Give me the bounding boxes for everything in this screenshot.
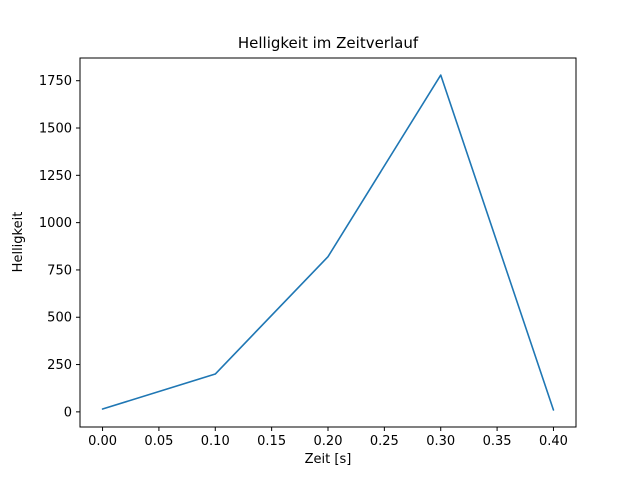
y-tick-label: 750 — [47, 263, 72, 278]
y-tick-label: 1250 — [39, 169, 72, 184]
x-tick-label: 0.35 — [483, 434, 512, 449]
y-tick-label: 1500 — [39, 122, 72, 137]
chart-title: Helligkeit im Zeitverlauf — [238, 34, 419, 52]
y-tick-label: 0 — [64, 405, 72, 420]
x-axis-label: Zeit [s] — [305, 452, 352, 467]
y-tick-label: 1750 — [39, 74, 72, 89]
y-tick-label: 1000 — [39, 216, 72, 231]
x-tick-label: 0.30 — [426, 434, 455, 449]
x-tick-label: 0.05 — [144, 434, 173, 449]
x-tick-label: 0.10 — [201, 434, 230, 449]
y-tick-label: 500 — [47, 311, 72, 326]
plot-area: 0.00 0.05 0.10 0.15 0.20 0.25 0.30 0.35 0.40 0 250… — [39, 57, 577, 449]
axes-box — [79, 57, 577, 428]
x-tick-label: 0.00 — [88, 434, 117, 449]
data-line-series — [101, 74, 555, 411]
y-tick-label: 250 — [47, 358, 72, 373]
x-tick-label: 0.40 — [539, 434, 568, 449]
x-tick-label: 0.15 — [257, 434, 286, 449]
x-tick-label: 0.25 — [370, 434, 399, 449]
x-tick-label: 0.20 — [314, 434, 343, 449]
y-axis-label: Helligkeit — [11, 212, 26, 273]
